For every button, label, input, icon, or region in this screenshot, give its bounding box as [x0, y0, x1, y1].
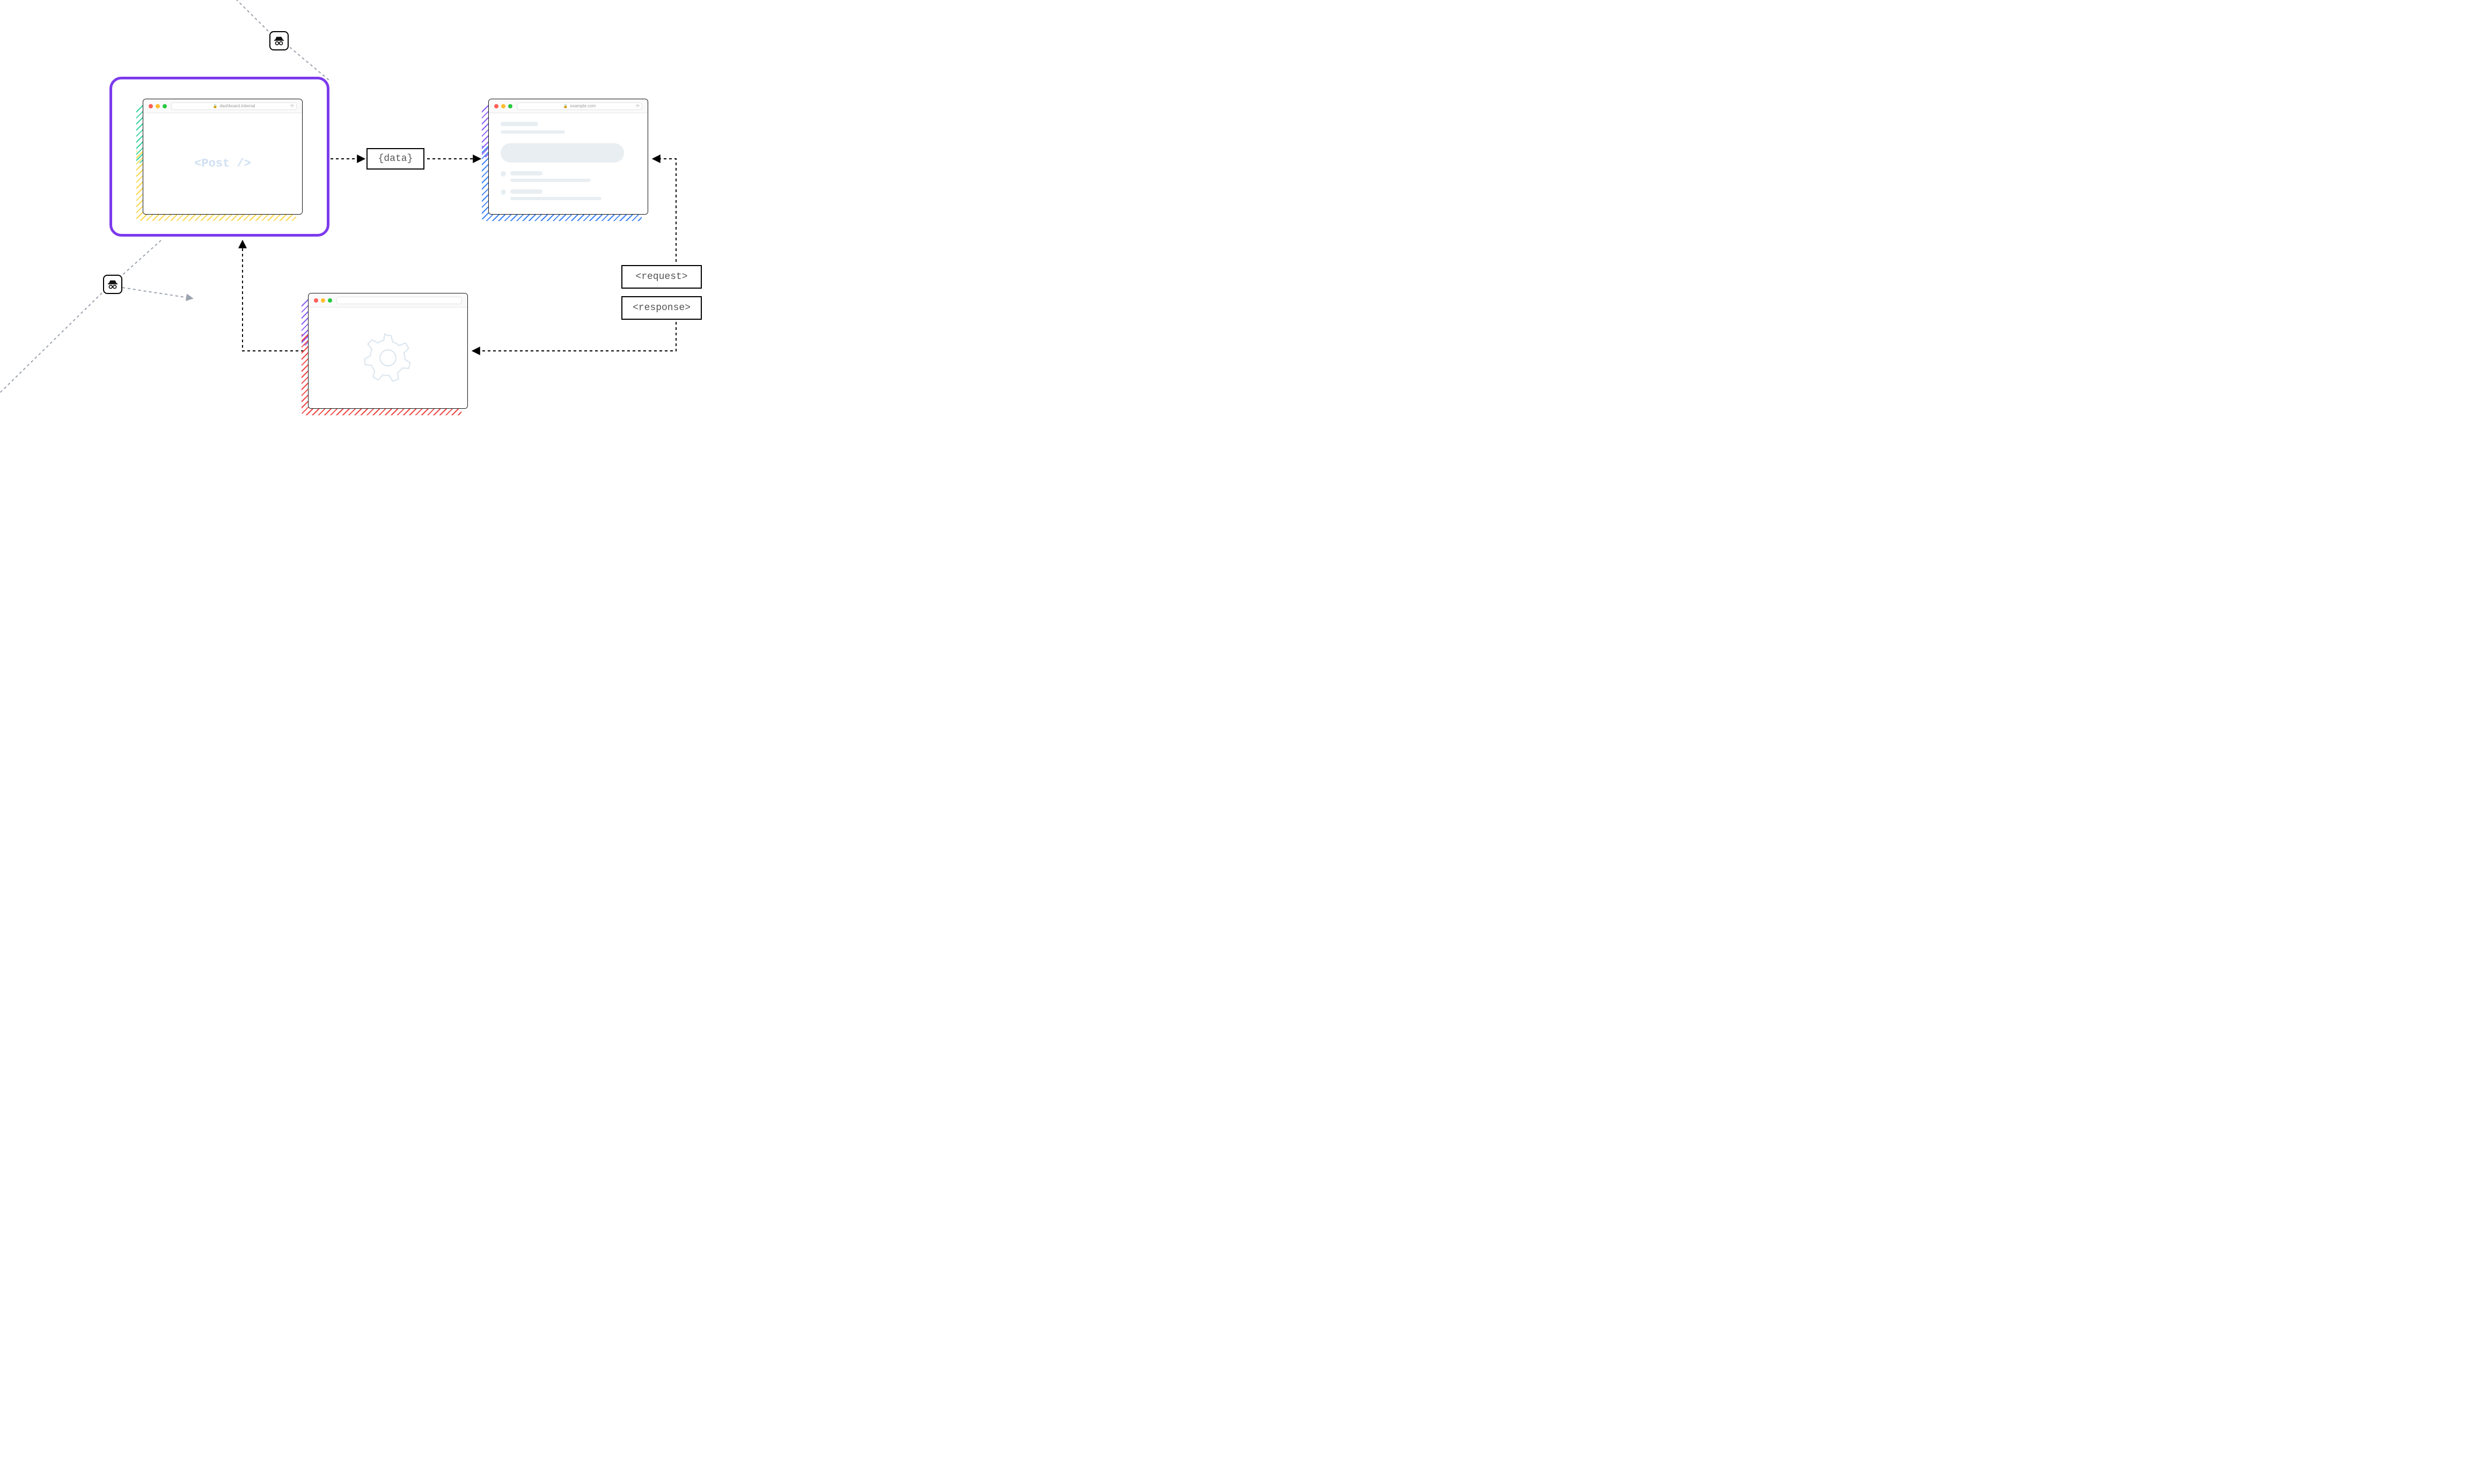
post-component-text: <Post /> — [194, 157, 251, 171]
gear-browser — [308, 293, 468, 409]
example-address-bar: 🔒 example.com ⟳ — [517, 102, 642, 110]
traffic-lights — [494, 104, 512, 108]
ph-line — [510, 197, 601, 200]
close-dot — [314, 298, 318, 303]
incognito-badge-bottom — [103, 275, 122, 294]
gear-icon — [309, 307, 467, 408]
request-label-text: <request> — [635, 271, 687, 282]
data-label-text: {data} — [378, 153, 413, 164]
dashboard-url: dashboard.internal — [219, 104, 255, 108]
ray-top-left — [188, 0, 268, 31]
ph-line — [510, 179, 591, 182]
incognito-badge-top — [269, 31, 289, 50]
ph-line — [501, 130, 565, 134]
response-label-text: <response> — [633, 303, 691, 313]
reload-icon: ⟳ — [290, 104, 294, 108]
zoom-dot — [508, 104, 512, 108]
ray-top-right — [290, 47, 329, 80]
arrow-reqres-to-example — [654, 159, 676, 262]
connectors-layer — [0, 0, 821, 499]
reload-icon: ⟳ — [636, 104, 640, 108]
minimize-dot — [501, 104, 505, 108]
arrow-response-to-gear — [473, 322, 676, 351]
ray-bottom-up — [119, 240, 161, 278]
example-browser: 🔒 example.com ⟳ — [488, 99, 648, 215]
ray-bottom-left — [0, 293, 102, 440]
diagram-canvas: 🔒 dashboard.internal ⟳ <Post /> 🔒 exampl… — [0, 0, 821, 499]
zoom-dot — [163, 104, 167, 108]
ph-dot — [501, 171, 506, 177]
traffic-lights — [149, 104, 167, 108]
minimize-dot — [156, 104, 160, 108]
zoom-dot — [328, 298, 332, 303]
incognito-icon — [107, 278, 119, 290]
gear-address-bar — [336, 297, 462, 304]
gear-chrome — [309, 293, 467, 307]
dashboard-address-bar: 🔒 dashboard.internal ⟳ — [171, 102, 297, 110]
close-dot — [149, 104, 153, 108]
ph-line — [510, 171, 542, 175]
dashboard-body: <Post /> — [143, 113, 302, 214]
minimize-dot — [321, 298, 325, 303]
traffic-lights — [314, 298, 332, 303]
lock-icon: 🔒 — [563, 104, 568, 108]
example-body — [489, 113, 648, 214]
close-dot — [494, 104, 498, 108]
arrow-gear-to-dashboard — [243, 241, 304, 351]
ph-hero — [501, 143, 624, 163]
data-label: {data} — [366, 148, 424, 170]
lock-icon: 🔒 — [213, 104, 218, 108]
dashboard-chrome: 🔒 dashboard.internal ⟳ — [143, 99, 302, 113]
ph-line — [501, 122, 538, 126]
ray-bottom-right — [122, 288, 192, 298]
gear-body — [309, 307, 467, 408]
incognito-icon — [273, 35, 285, 47]
request-label: <request> — [621, 265, 702, 289]
example-chrome: 🔒 example.com ⟳ — [489, 99, 648, 113]
ph-line — [510, 189, 542, 194]
ph-dot — [501, 189, 506, 195]
example-url: example.com — [570, 104, 596, 108]
response-label: <response> — [621, 296, 702, 320]
dashboard-browser: 🔒 dashboard.internal ⟳ <Post /> — [143, 99, 303, 215]
